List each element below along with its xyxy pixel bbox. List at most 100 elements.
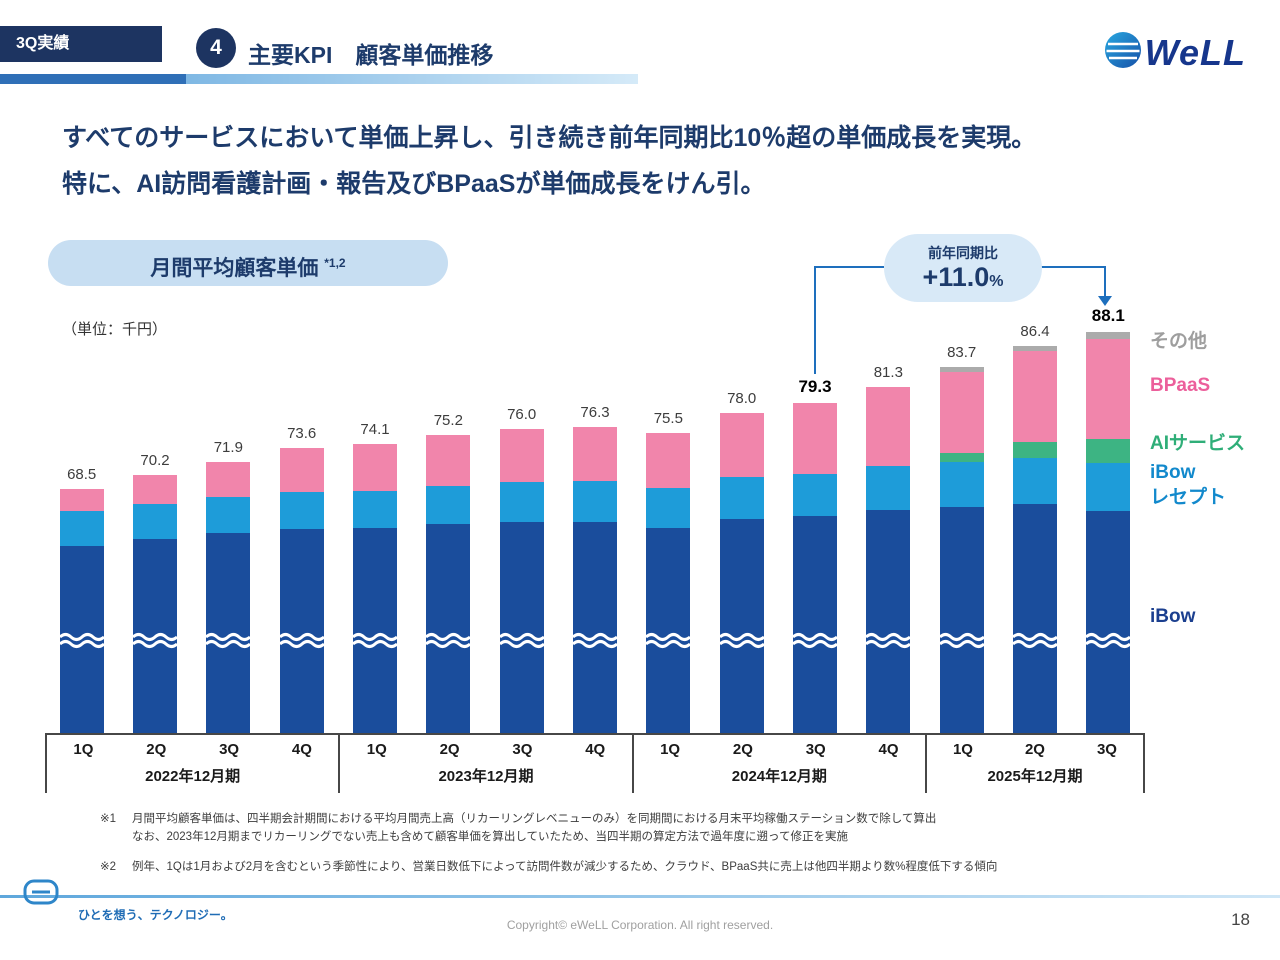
bar-segment-iBowレセプト [279,492,324,529]
axis-quarter-label: 4Q [585,741,606,758]
stacked-bar [1011,345,1058,733]
bar-segment-iBowレセプト [719,477,764,519]
bar-slot-1Q-12: 83.7 [925,320,998,733]
bar-segment-その他 [939,367,984,373]
bar-slot-4Q-3: 73.6 [265,320,338,733]
bar-segment-iBow [866,509,911,733]
bar-segment-その他 [1086,332,1131,339]
axis-year-group: 1Q 2Q 3Q 4Q 2024年12月期 [631,735,925,793]
axis-break-icon [645,632,692,649]
bar-value-label: 68.5 [67,466,97,483]
axis-break-icon [425,632,472,649]
bar-slot-3Q-2: 71.9 [192,320,265,733]
bar-segment-iBowレセプト [499,481,544,522]
axis-break-icon [351,632,398,649]
bar-segment-iBow [426,524,471,733]
bar-segment-iBow [352,528,397,733]
bar-slot-3Q-10: 79.3 [778,320,851,733]
bar-slot-1Q-8: 75.5 [632,320,705,733]
axis-quarter-label: 2Q [146,741,167,758]
footnote1-line1: 月間平均顧客単価は、四半期会計期間における平均月間売上高（リカーリングレベニュー… [132,813,937,825]
bar-segment-iBow [1012,504,1057,733]
axis-year-label: 2023年12月期 [438,768,534,785]
ewell-mark-icon [22,878,60,913]
bar-slot-4Q-11: 81.3 [852,320,925,733]
bar-segment-iBow [206,533,251,733]
bar-value-label: 75.2 [433,412,463,430]
bar-value-label: 88.1 [1091,306,1125,326]
bar-segment-iBow [792,516,837,733]
axis-quarter-label: 1Q [952,741,973,758]
axis-year-group: 1Q 2Q 3Q 4Q 2023年12月期 [338,735,631,793]
callout-connector-left-vertical [814,266,816,374]
axis-quarter-label: 4Q [878,741,899,758]
callout-connector-left-horizontal [814,266,884,268]
bar-segment-BPaaS [1086,338,1131,440]
x-axis: 1Q 2Q 3Q 4Q 2022年12月期 1Q 2Q 3Q 4Q 2023年12月期 1Q 2Q 3Q… [45,733,1145,793]
axis-break-icon [865,632,912,649]
bar-segment-BPaaS [352,444,397,491]
axis-break-icon [278,632,325,649]
bar-segment-AIサービス [939,453,984,462]
axis-quarter-label: 2Q [732,741,753,758]
legend-ibow-receipt-line2: レセプト [1150,487,1227,508]
bar-value-label: 78.0 [727,390,757,407]
footnotes: ※1 月間平均顧客単価は、四半期会計期間における平均月間売上高（リカーリングレベ… [100,810,997,876]
axis-year-group: 1Q 2Q 3Q 4Q 2022年12月期 [45,735,338,793]
bar-segment-AIサービス [1086,439,1131,464]
bar-segment-iBowレセプト [572,481,617,522]
axis-break-icon [205,632,252,649]
footnote1-line2: なお、2023年12月期までリカーリングでない売上も含めて顧客単価を算出していた… [132,831,848,843]
bar-segment-BPaaS [572,426,617,481]
bar-segment-BPaaS [426,435,471,486]
stacked-bar [58,489,105,733]
unit-note: （単位：千円） [62,321,168,338]
bar-slot-2Q-9: 78.0 [705,320,778,733]
bar-slot-1Q-0: 68.5 [45,320,118,733]
bar-segment-iBow [1086,510,1131,733]
callout-connector-right-vertical [1104,266,1106,298]
axis-quarter-label: 3Q [805,741,826,758]
bar-segment-iBowレセプト [352,490,397,529]
footnote2-label: ※2 [100,861,117,873]
bar-segment-iBow [499,521,544,733]
bar-segment-iBowレセプト [59,511,104,546]
legend-ibow-receipt-line1: iBow [1150,462,1196,483]
bar-value-label: 70.2 [140,452,170,470]
bar-segment-BPaaS [866,386,911,466]
bar-slot-4Q-7: 76.3 [558,320,631,733]
stacked-bar [131,475,178,733]
chart-title-footnote-ref: *1,2 [324,256,346,270]
stacked-bar [865,386,912,733]
quarter-badge: 3Q実績 [0,26,162,62]
globe-e-icon [1103,30,1143,75]
yoy-callout-value: +11.0% [884,263,1042,296]
stacked-bar [278,448,325,733]
bar-segment-iBowレセプト [132,504,177,540]
stacked-bar [645,433,692,733]
bar-segment-BPaaS [719,413,764,477]
axis-break-icon [571,632,618,649]
legend-item-other: その他 [1150,331,1208,352]
bar-segment-iBow [572,521,617,733]
footnote2-line1: 例年、1Qは1月および2月を含むという季節性により、営業日数低下によって訪問件数… [132,861,998,873]
axis-break-icon [498,632,545,649]
bar-value-label: 75.5 [653,410,683,427]
stacked-bar [571,426,618,733]
bar-segment-iBowレセプト [426,485,471,525]
bar-segment-iBow [646,528,691,733]
axis-quarter-label: 2Q [439,741,460,758]
bar-value-label: 83.7 [947,344,977,362]
page-number: 18 [1231,910,1250,929]
bar-segment-BPaaS [59,489,104,512]
bar-segment-その他 [1012,345,1057,352]
bar-segment-iBowレセプト [866,465,911,510]
yoy-callout: 前年同期比 +11.0% [884,234,1042,302]
chart-title-text: 月間平均顧客単価 [150,257,319,280]
bar-value-label: 81.3 [873,363,903,381]
arrow-down-icon [1098,296,1112,306]
bar-slot-2Q-1: 70.2 [118,320,191,733]
axis-quarter-label: 3Q [219,741,240,758]
axis-break-icon [718,632,765,649]
